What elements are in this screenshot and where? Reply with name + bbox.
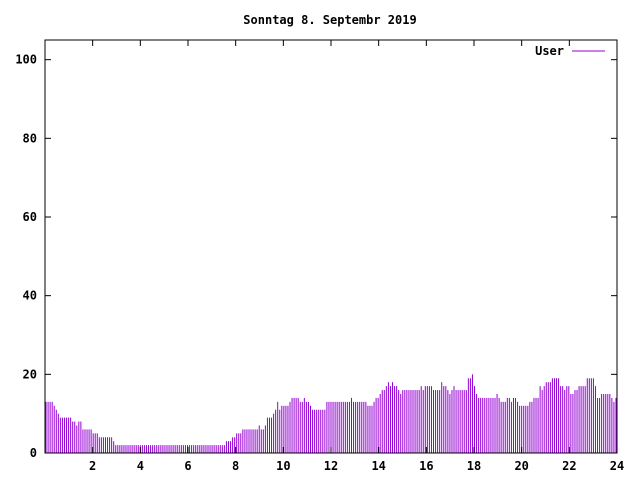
x-tick-label: 6 xyxy=(184,459,191,473)
x-tick-label: 22 xyxy=(562,459,576,473)
x-tick-label: 2 xyxy=(89,459,96,473)
x-tick-label: 24 xyxy=(610,459,624,473)
bars-group xyxy=(45,374,617,453)
y-tick-label: 60 xyxy=(23,210,37,224)
y-tick-label: 40 xyxy=(23,289,37,303)
y-tick-label: 20 xyxy=(23,367,37,381)
x-tick-label: 18 xyxy=(467,459,481,473)
axes-group xyxy=(44,39,618,454)
x-tick-label: 14 xyxy=(371,459,385,473)
y-tick-label: 100 xyxy=(15,53,37,67)
plot-frame xyxy=(44,39,618,454)
y-tick-label: 0 xyxy=(30,446,37,460)
x-tick-label: 20 xyxy=(514,459,528,473)
x-tick-label: 16 xyxy=(419,459,433,473)
x-tick-label: 10 xyxy=(276,459,290,473)
x-tick-label: 12 xyxy=(324,459,338,473)
legend: User xyxy=(535,44,605,58)
x-tick-label: 4 xyxy=(137,459,144,473)
y-tick-label: 80 xyxy=(23,131,37,145)
legend-label: User xyxy=(535,44,564,58)
x-tick-label: 8 xyxy=(232,459,239,473)
chart-title: Sonntag 8. Septembr 2019 xyxy=(243,13,416,27)
